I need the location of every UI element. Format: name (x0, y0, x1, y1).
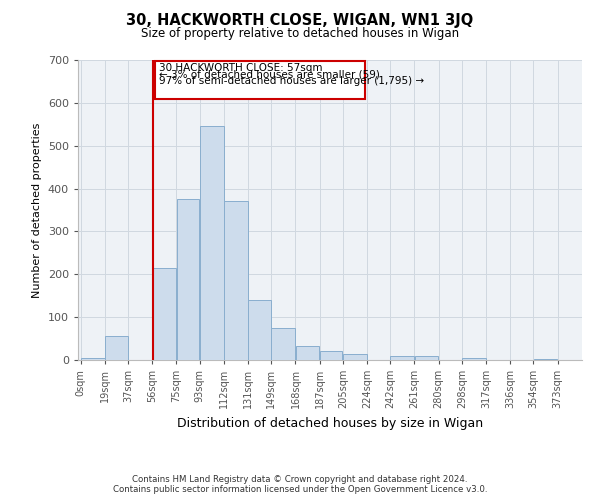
Text: 30 HACKWORTH CLOSE: 57sqm: 30 HACKWORTH CLOSE: 57sqm (158, 62, 322, 72)
Text: Contains HM Land Registry data © Crown copyright and database right 2024.
Contai: Contains HM Land Registry data © Crown c… (113, 474, 487, 494)
Bar (81, 358, 104, 360)
Text: Size of property relative to detached houses in Wigan: Size of property relative to detached ho… (141, 28, 459, 40)
Bar (534, 358, 557, 360)
Bar (152, 268, 176, 360)
Text: 30, HACKWORTH CLOSE, WIGAN, WN1 3JQ: 30, HACKWORTH CLOSE, WIGAN, WN1 3JQ (127, 12, 473, 28)
Y-axis label: Number of detached properties: Number of detached properties (32, 122, 42, 298)
Bar (296, 346, 319, 360)
Bar (224, 202, 248, 360)
Bar (248, 300, 271, 360)
Bar (391, 356, 414, 360)
Bar (462, 358, 486, 360)
X-axis label: Distribution of detached houses by size in Wigan: Distribution of detached houses by size … (177, 416, 483, 430)
Bar (200, 126, 224, 360)
Bar (105, 336, 128, 360)
Bar (343, 354, 367, 360)
FancyBboxPatch shape (155, 61, 365, 100)
Text: 97% of semi-detached houses are larger (1,795) →: 97% of semi-detached houses are larger (… (158, 76, 424, 86)
Bar (415, 356, 439, 360)
Text: ← 3% of detached houses are smaller (59): ← 3% of detached houses are smaller (59) (158, 70, 379, 80)
Bar (177, 200, 199, 360)
Bar (320, 352, 343, 360)
Bar (271, 328, 295, 360)
